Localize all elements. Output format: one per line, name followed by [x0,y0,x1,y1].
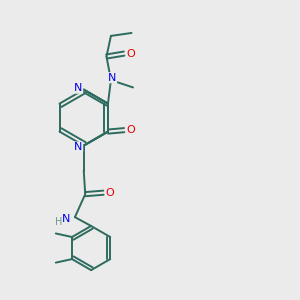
Text: N: N [74,142,83,152]
Text: N: N [74,83,83,93]
Text: N: N [62,214,70,224]
Text: O: O [106,188,114,198]
Text: O: O [126,125,135,135]
Text: O: O [126,49,135,58]
Text: N: N [108,73,117,83]
Text: H: H [55,217,62,226]
